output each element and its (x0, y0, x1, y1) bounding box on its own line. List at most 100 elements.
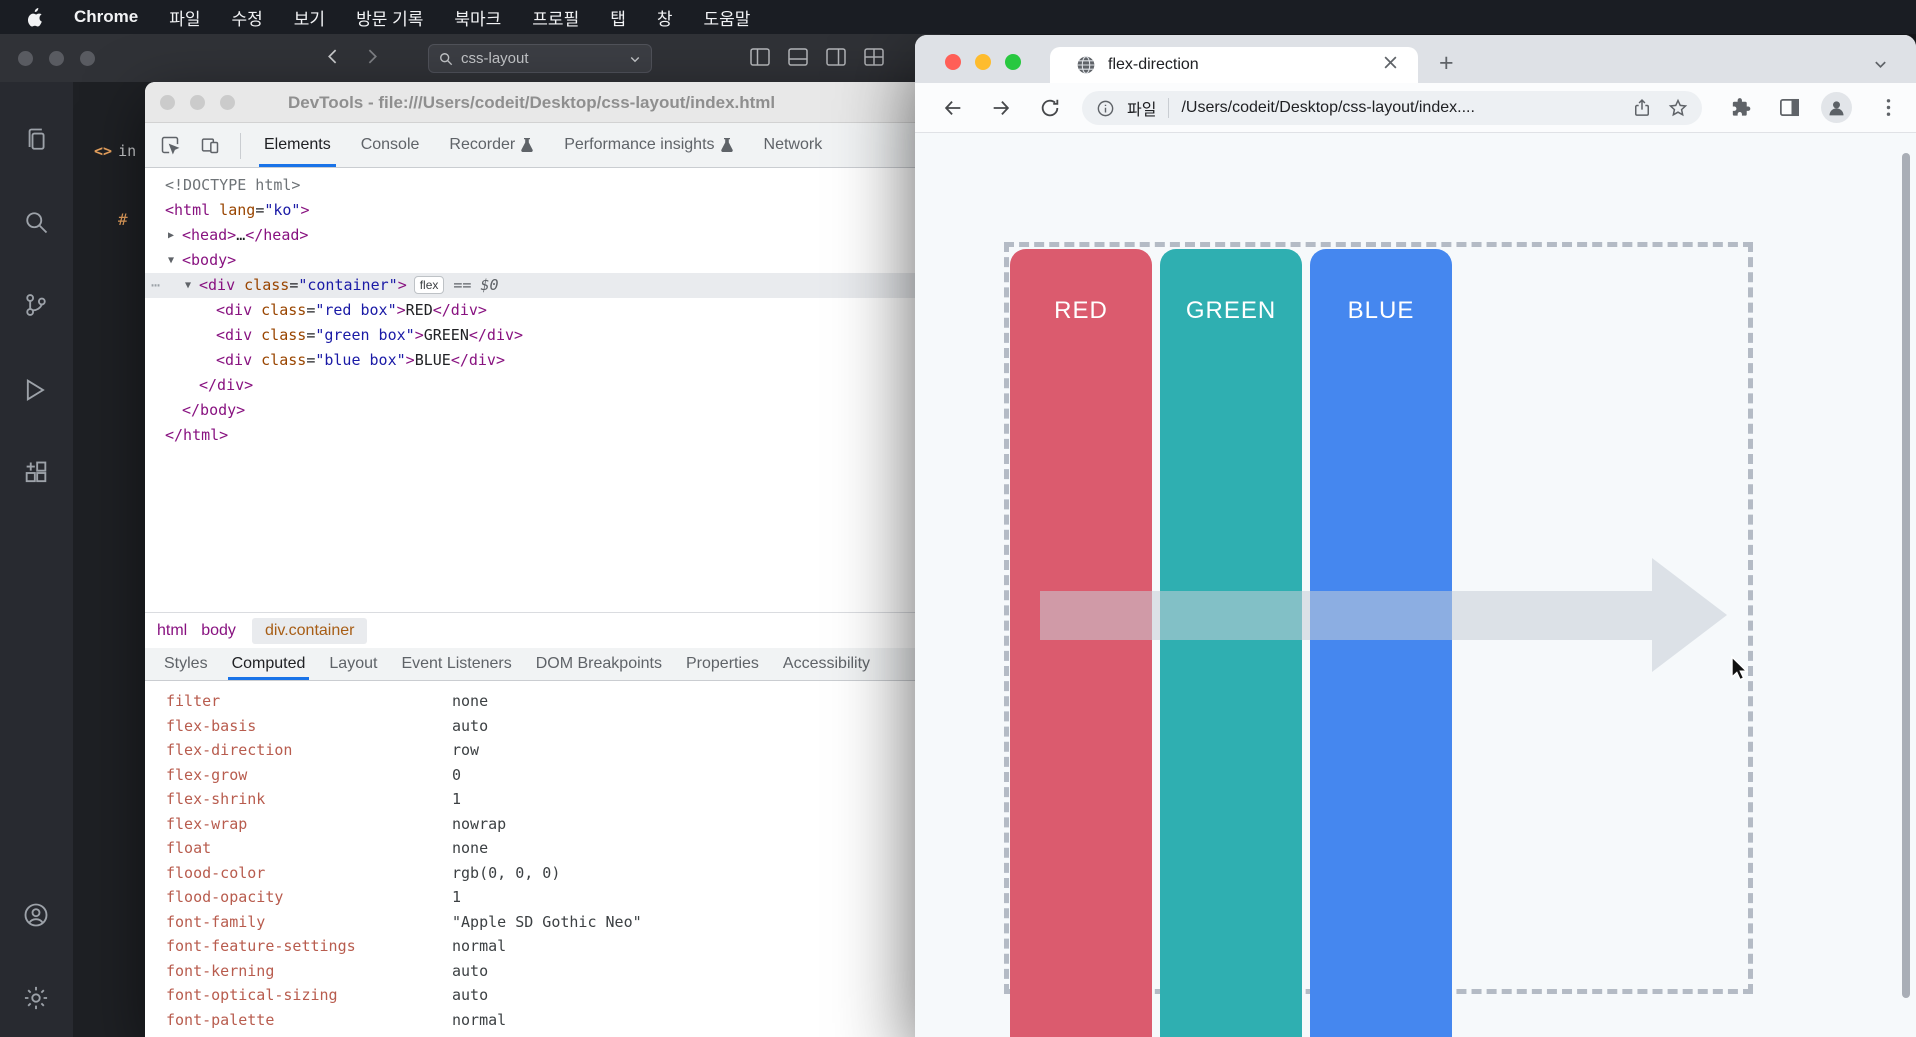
computed-property-row[interactable]: flex-shrink1 (145, 787, 950, 812)
bookmark-star-icon[interactable] (1668, 98, 1688, 118)
disclosure-arrow-icon[interactable]: ▼ (185, 273, 191, 298)
line-options-gutter[interactable]: ⋯ (151, 273, 161, 298)
sidebar-tab-computed[interactable]: Computed (220, 648, 318, 680)
search-icon[interactable] (22, 208, 50, 241)
vscode-zoom-button[interactable] (80, 51, 95, 66)
breadcrumb-html[interactable]: html (155, 622, 189, 640)
devtools-tab-network[interactable]: Network (749, 123, 838, 167)
chrome-zoom-button[interactable] (1005, 54, 1021, 70)
menubar-item[interactable]: 북마크 (454, 5, 501, 30)
vscode-forward-icon[interactable] (363, 48, 380, 70)
new-tab-button[interactable]: + (1439, 49, 1454, 78)
extensions-puzzle-icon[interactable] (1729, 96, 1753, 120)
dom-tree-line[interactable]: </html> (145, 423, 950, 448)
side-panel-icon[interactable] (1778, 96, 1802, 120)
sidebar-tab-styles[interactable]: Styles (152, 648, 220, 680)
page-scrollbar[interactable] (1902, 153, 1910, 998)
menubar-item[interactable]: 창 (657, 5, 673, 30)
page-info-icon[interactable] (1096, 99, 1115, 118)
sidebar-tab-dom-breakpoints[interactable]: DOM Breakpoints (524, 648, 674, 680)
dom-tree-line[interactable]: <div class="blue box">BLUE</div> (145, 348, 950, 373)
run-debug-icon[interactable] (22, 376, 50, 409)
disclosure-arrow-icon[interactable]: ▼ (168, 248, 174, 273)
extensions-icon[interactable] (22, 459, 50, 492)
breadcrumb-body[interactable]: body (199, 622, 238, 640)
toggle-sidebar-icon[interactable] (750, 48, 770, 71)
profile-avatar[interactable] (1821, 92, 1852, 123)
sidebar-tab-properties[interactable]: Properties (674, 648, 771, 680)
computed-property-row[interactable]: font-family"Apple SD Gothic Neo" (145, 910, 950, 935)
tab-close-icon[interactable] (1383, 55, 1398, 75)
menubar-item[interactable]: 보기 (294, 5, 325, 30)
computed-property-row[interactable]: font-palettenormal (145, 1008, 950, 1033)
devtools-close-button[interactable] (160, 95, 175, 110)
computed-property-row[interactable]: flex-basisauto (145, 714, 950, 739)
menubar-item[interactable]: 도움말 (704, 5, 751, 30)
dom-tree-line[interactable]: ⋯▼<div class="container">flex== $0 (145, 273, 950, 298)
dom-tree-line[interactable]: ▼<body> (145, 248, 950, 273)
chrome-close-button[interactable] (945, 54, 961, 70)
share-icon[interactable] (1632, 98, 1652, 118)
menubar-item[interactable]: 탭 (610, 5, 626, 30)
menubar-item[interactable]: 수정 (232, 5, 263, 30)
computed-property-row[interactable]: flood-colorrgb(0, 0, 0) (145, 861, 950, 886)
dom-tree-line[interactable]: </body> (145, 398, 950, 423)
computed-property-row[interactable]: flex-wrapnowrap (145, 812, 950, 837)
flex-badge[interactable]: flex (414, 276, 445, 294)
menu-dots-icon[interactable] (1877, 96, 1901, 120)
computed-property-row[interactable]: filternone (145, 689, 950, 714)
customize-layout-icon[interactable] (864, 48, 884, 71)
browser-tab[interactable]: flex-direction (1050, 47, 1418, 83)
computed-property-row[interactable]: font-optical-sizingauto (145, 983, 950, 1008)
computed-property-row[interactable]: flood-opacity1 (145, 885, 950, 910)
tab-search-chevron-icon[interactable] (1873, 57, 1888, 77)
dom-tree-line[interactable]: <html lang="ko"> (145, 198, 950, 223)
vscode-back-icon[interactable] (325, 48, 342, 70)
sidebar-tab-layout[interactable]: Layout (317, 648, 389, 680)
settings-gear-icon[interactable] (22, 984, 50, 1017)
vscode-close-button[interactable] (18, 51, 33, 66)
reload-icon[interactable] (1039, 97, 1061, 119)
chrome-minimize-button[interactable] (975, 54, 991, 70)
devtools-zoom-button[interactable] (220, 95, 235, 110)
device-toolbar-icon[interactable] (200, 135, 220, 155)
account-icon[interactable] (22, 901, 50, 934)
menubar-item[interactable]: 프로필 (532, 5, 579, 30)
computed-property-row[interactable]: font-feature-settingsnormal (145, 934, 950, 959)
vscode-minimize-button[interactable] (49, 51, 64, 66)
toggle-panel-icon[interactable] (788, 48, 808, 71)
computed-property-row[interactable]: flex-grow0 (145, 763, 950, 788)
explorer-icon[interactable] (22, 126, 50, 159)
back-icon[interactable] (942, 97, 964, 119)
breadcrumb-div-container[interactable]: div.container (252, 618, 368, 644)
code-token: <html (165, 201, 210, 219)
menubar-item[interactable]: 파일 (169, 5, 200, 30)
dom-tree-line[interactable]: <!DOCTYPE html> (145, 173, 950, 198)
sidebar-tab-event-listeners[interactable]: Event Listeners (389, 648, 523, 680)
disclosure-arrow-icon[interactable]: ▶ (168, 223, 174, 248)
computed-property-row[interactable]: font-size16px (145, 1032, 950, 1037)
computed-property-row[interactable]: font-kerningauto (145, 959, 950, 984)
toggle-secondary-sidebar-icon[interactable] (826, 48, 846, 71)
address-bar[interactable]: 파일 /Users/codeit/Desktop/css-layout/inde… (1082, 91, 1702, 125)
menubar-item[interactable]: 방문 기록 (356, 5, 423, 30)
dom-tree-line[interactable]: ▶<head>…</head> (145, 223, 950, 248)
sidebar-tab-accessibility[interactable]: Accessibility (771, 648, 882, 680)
menu-app-name[interactable]: Chrome (74, 7, 138, 27)
apple-logo-icon[interactable] (27, 8, 43, 27)
dom-tree-line[interactable]: </div> (145, 373, 950, 398)
devtools-tab-performance-insights[interactable]: Performance insights (549, 123, 748, 167)
devtools-tab-recorder[interactable]: Recorder (434, 123, 549, 167)
inspect-element-icon[interactable] (160, 135, 180, 155)
computed-property-row[interactable]: floatnone (145, 836, 950, 861)
forward-icon[interactable] (990, 97, 1012, 119)
devtools-minimize-button[interactable] (190, 95, 205, 110)
editor-tab-index-html[interactable]: <>in (94, 142, 136, 160)
dom-tree-line[interactable]: <div class="red box">RED</div> (145, 298, 950, 323)
devtools-tab-console[interactable]: Console (346, 123, 435, 167)
vscode-command-center[interactable]: css-layout (428, 44, 652, 73)
dom-tree-line[interactable]: <div class="green box">GREEN</div> (145, 323, 950, 348)
devtools-tab-elements[interactable]: Elements (249, 123, 346, 167)
computed-property-row[interactable]: flex-directionrow (145, 738, 950, 763)
source-control-icon[interactable] (22, 291, 50, 324)
